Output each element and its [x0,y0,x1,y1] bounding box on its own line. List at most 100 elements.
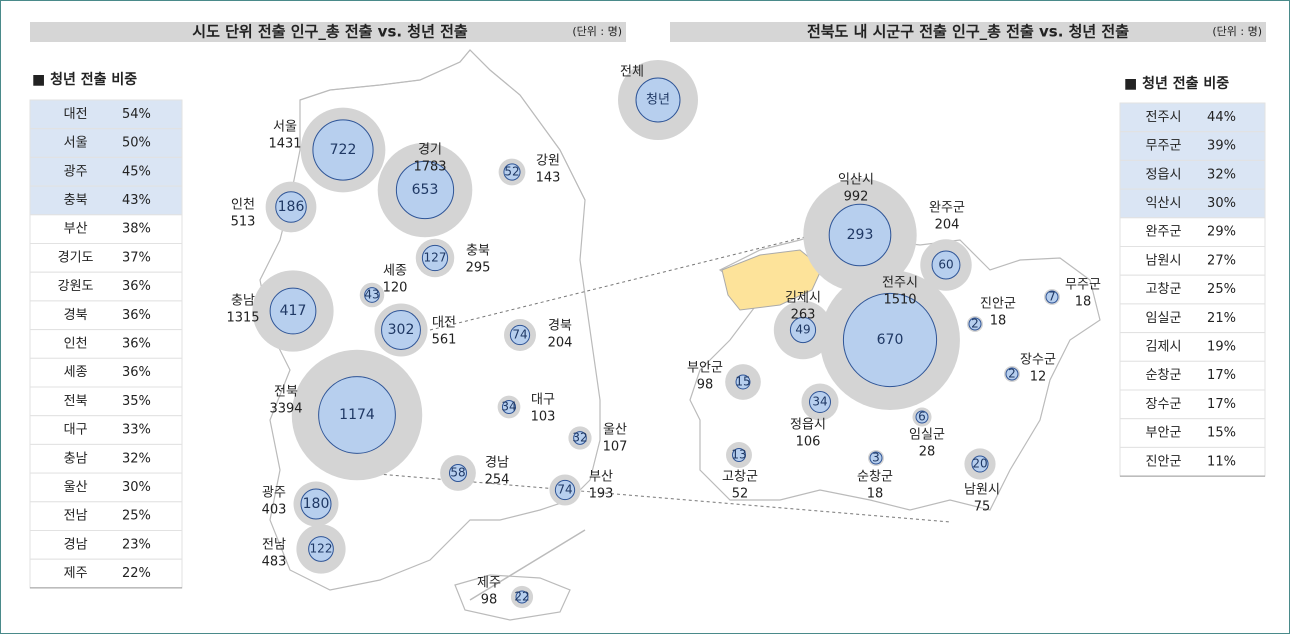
youth-bubble [515,590,529,604]
table-row [29,214,183,245]
youth-value: 43 [364,288,379,302]
table-share: 19% [1207,339,1236,354]
total-value: 1315 [226,311,259,326]
table-row [1119,389,1266,420]
table-row [1119,360,1266,391]
table-share: 27% [1207,253,1236,268]
region-name: 서울 [273,120,297,135]
region-name: 진안군 [980,297,1016,312]
table-row [29,185,183,216]
youth-value: 20 [972,457,987,471]
region-name: 충북 [466,244,490,259]
connector [329,469,951,523]
region-name: 정읍시 [790,418,826,433]
table-row [1119,303,1266,334]
total-value: 295 [466,261,491,276]
table-share: 54% [122,107,151,122]
youth-value: 6 [918,410,926,424]
youth-value: 653 [412,182,439,198]
youth-value: 1174 [339,407,375,423]
youth-value: 293 [847,227,874,243]
region-name: 대구 [531,393,555,408]
youth-bubble [421,244,449,272]
table-share: 36% [122,365,151,380]
youth-value: 2 [1008,367,1016,381]
total-value: 1510 [883,293,916,308]
youth-value: 13 [731,448,746,462]
total-value: 75 [974,500,991,515]
region-name: 순창군 [857,470,893,485]
table-row [29,357,183,388]
youth-value: 302 [388,322,415,338]
table-row [29,530,183,560]
table-name: 고창군 [1146,282,1182,297]
youth-value: 670 [877,332,904,348]
table-row [29,443,183,474]
table-share: 44% [1207,110,1236,125]
total-value: 18 [990,314,1007,329]
gunsan-area [721,249,823,311]
table-row [1119,274,1266,305]
region-name: 부산 [589,470,613,485]
overall-inner-label: 청년 [646,93,670,108]
table-share: 36% [122,279,151,294]
table-share: 37% [122,250,151,265]
table-name: 대전 [64,107,88,122]
table-share: 30% [122,480,151,495]
table-row [29,99,183,130]
youth-bubble [308,536,334,562]
total-value: 143 [536,171,561,186]
youth-bubble [1005,367,1019,381]
total-value: 98 [697,378,714,393]
total-value: 193 [589,487,614,502]
table-share: 11% [1207,454,1236,469]
table-name: 울산 [64,480,88,495]
table-name: 무주군 [1146,139,1182,154]
youth-value: 2 [971,317,979,331]
total-value: 107 [603,440,628,455]
title-bar [670,22,1266,42]
youth-value: 49 [795,323,810,337]
table-row [29,558,183,589]
region-name: 충남 [231,294,255,309]
region-name: 남원시 [964,483,1000,498]
youth-value: 3 [872,451,880,465]
region-name: 완주군 [929,201,965,216]
table-row [29,156,183,187]
region-name: 울산 [603,423,627,438]
youth-bubble [735,374,751,390]
youth-value: 52 [504,165,519,179]
region-name: 인천 [231,198,255,213]
total-value: 18 [867,487,884,502]
table-name: 세종 [64,365,88,380]
table-row [29,386,183,417]
table-row [29,300,183,331]
total-value: 254 [485,473,510,488]
youth-bubble [509,324,531,346]
total-value: 106 [796,435,821,450]
table-row [29,415,183,445]
table-name: 임실군 [1146,311,1182,326]
youth-bubble [789,316,817,344]
table-name: 전북 [64,394,88,409]
table-share: 32% [1207,167,1236,182]
youth-bubble [395,160,455,220]
region-name: 경기 [418,143,442,158]
total-value: 263 [791,308,816,323]
legend-title: ■ 청년 전출 비중 [32,71,137,88]
unit: (단위 : 명) [1212,25,1262,38]
table-share: 36% [122,336,151,351]
youth-bubble [300,488,332,520]
table-name: 경남 [64,537,88,552]
table-share: 17% [1207,368,1236,383]
youth-value: 127 [424,251,447,265]
region-name: 경북 [548,319,572,334]
table-row [1119,102,1266,133]
table-name: 김제시 [1146,339,1182,354]
youth-value: 74 [557,483,572,497]
table-name: 전주시 [1146,110,1182,125]
table-name: 남원시 [1146,253,1182,268]
youth-value: 34 [501,400,516,414]
youth-value: 15 [735,375,750,389]
